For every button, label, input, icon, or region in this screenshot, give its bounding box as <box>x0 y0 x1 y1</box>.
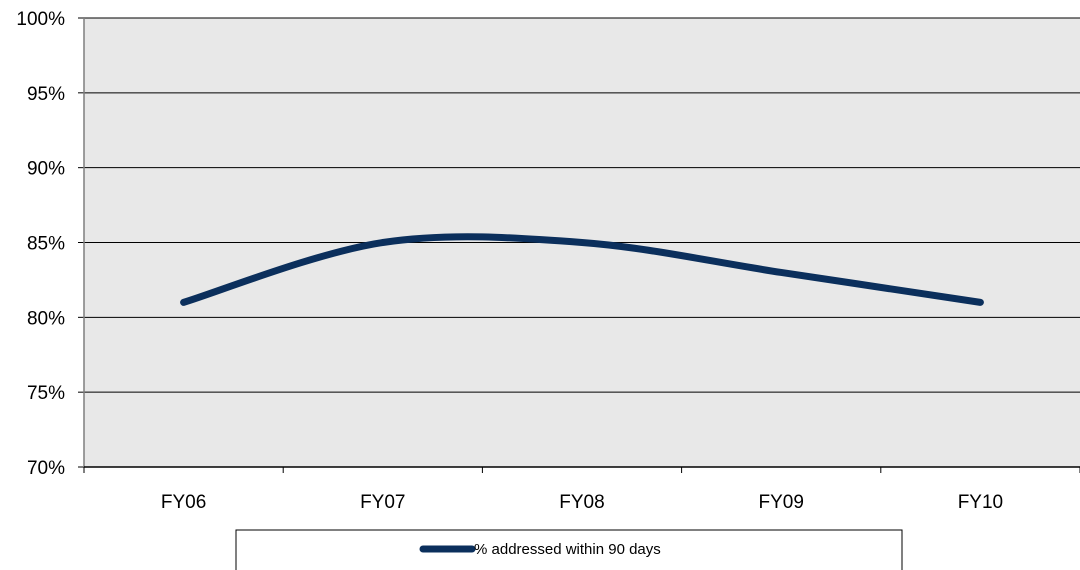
legend-box <box>235 529 903 570</box>
x-axis-tick-labels: FY06 FY07 FY08 FY09 FY10 <box>161 492 1003 513</box>
series-line <box>180 233 984 306</box>
legend: % addressed within 90 days <box>235 529 903 570</box>
x-tick-label: FY06 <box>161 492 206 513</box>
x-tick-label: FY07 <box>360 492 405 513</box>
y-tick-label: 100% <box>16 9 65 30</box>
y-tick-label: 85% <box>27 234 65 255</box>
y-tick-label: 95% <box>27 84 65 105</box>
x-tick-label: FY08 <box>559 492 604 513</box>
legend-label: % addressed within 90 days <box>474 541 661 558</box>
y-tick-label: 90% <box>27 159 65 180</box>
y-axis-tick-labels: 70% 75% 80% 85% 90% 95% 100% <box>16 9 65 479</box>
x-tick-label: FY10 <box>958 492 1003 513</box>
y-tick-label: 70% <box>27 458 65 479</box>
y-tick-label: 75% <box>27 383 65 404</box>
axes <box>83 18 1080 473</box>
x-tick-label: FY09 <box>758 492 803 513</box>
y-tick-label: 80% <box>27 308 65 329</box>
series-lines <box>180 233 984 306</box>
